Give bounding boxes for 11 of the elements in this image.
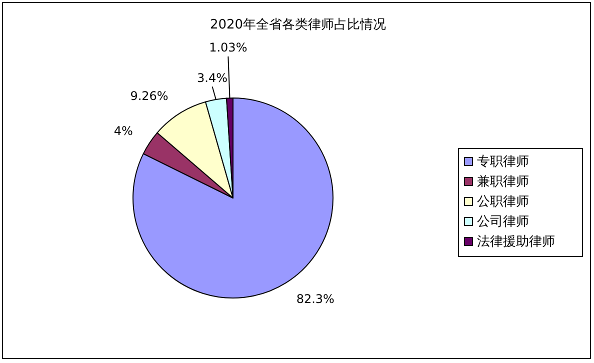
data-label: 4%	[114, 124, 133, 138]
legend-label: 兼职律师	[477, 174, 529, 190]
data-label: 82.3%	[296, 292, 334, 306]
data-label: 3.4%	[197, 70, 228, 85]
data-label: 1.03%	[209, 40, 248, 55]
legend-label: 法律援助律师	[477, 234, 555, 250]
data-label: 9.26%	[130, 89, 168, 104]
legend-label: 公职律师	[477, 194, 529, 210]
legend-label: 专职律师	[477, 154, 529, 170]
legend-label: 公司律师	[477, 214, 529, 230]
chart-title: 2020年全省各类律师占比情况	[210, 18, 386, 33]
